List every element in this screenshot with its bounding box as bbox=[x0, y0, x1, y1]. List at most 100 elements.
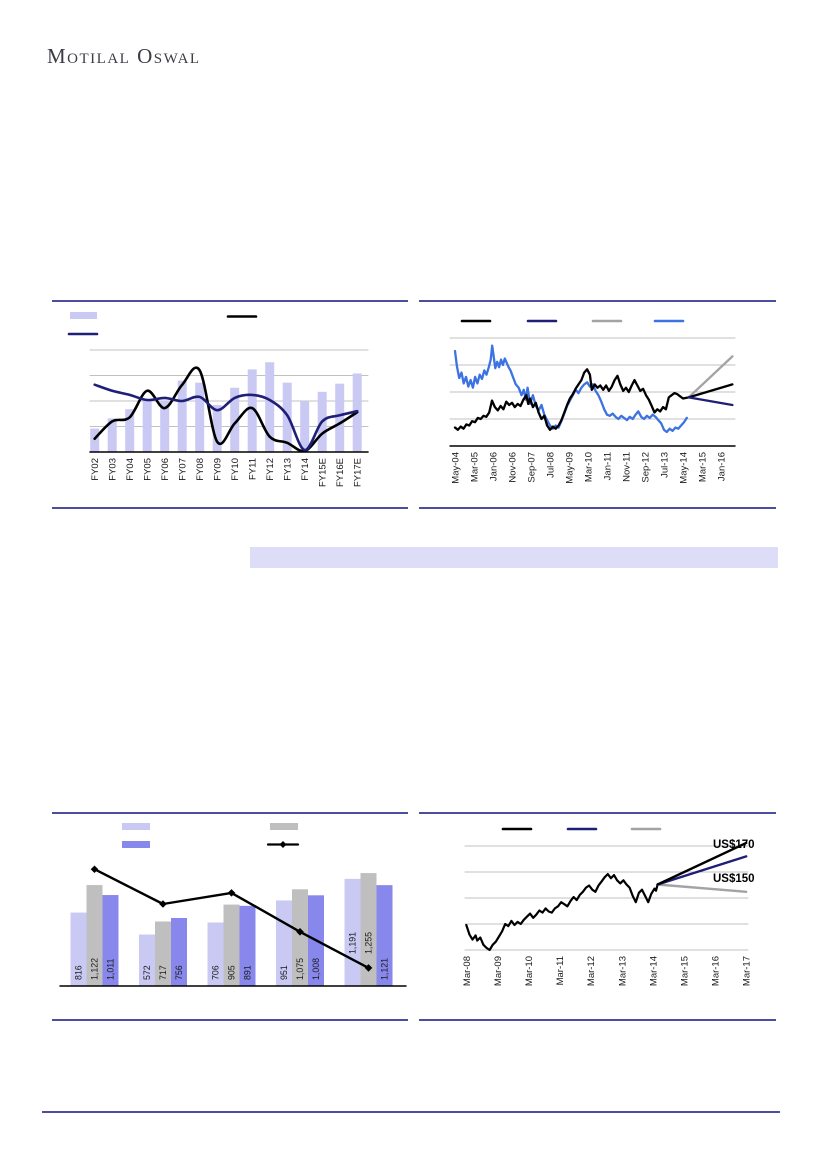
legend-bar-swatch bbox=[70, 312, 97, 319]
bar-value-label: 756 bbox=[174, 965, 184, 980]
x-axis-label: Mar-14 bbox=[648, 956, 659, 986]
black-history bbox=[465, 872, 659, 952]
x-axis-label: FY17E bbox=[353, 458, 364, 487]
bar-value-label: 951 bbox=[279, 965, 289, 980]
x-axis-label: Mar-10 bbox=[584, 452, 595, 482]
bar-value-labels: 816 572 706 951 1,191 1,122 717 905 1,075 1,255 1,… bbox=[74, 932, 390, 980]
x-axis-label: FY07 bbox=[178, 458, 189, 481]
bar-value-label: 905 bbox=[227, 965, 237, 980]
x-axis-label: Sep-07 bbox=[527, 452, 538, 483]
bar-value-label: 1,075 bbox=[295, 958, 305, 980]
x-axis-label: FY15E bbox=[318, 458, 329, 487]
x-axis-label: FY02 bbox=[90, 458, 101, 481]
x-axis-label: FY14 bbox=[300, 458, 311, 481]
x-axis-label: Sep-12 bbox=[641, 452, 652, 483]
x-axis-label: Mar-05 bbox=[470, 452, 481, 482]
diamond-marker bbox=[296, 927, 304, 936]
bar bbox=[155, 921, 171, 986]
bar bbox=[195, 382, 205, 452]
bar bbox=[265, 362, 275, 452]
x-axis-label: FY10 bbox=[230, 458, 241, 481]
bar bbox=[90, 428, 100, 452]
bar bbox=[276, 900, 292, 986]
gray-projection bbox=[687, 355, 734, 399]
brand-logo-text: Motilal Oswal bbox=[47, 44, 201, 68]
blue-history bbox=[453, 344, 688, 434]
brand-logo: Motilal Oswal bbox=[47, 44, 201, 69]
x-axis-label: Mar-09 bbox=[493, 956, 504, 986]
diamond-marker bbox=[90, 865, 99, 874]
chart-bars-with-two-lines: FY02 FY03 FY04 FY05 FY06 FY07 FY08 FY09 FY10 FY11… bbox=[67, 312, 369, 487]
navy-projection bbox=[656, 855, 748, 886]
x-axis-label: FY12 bbox=[265, 458, 276, 481]
x-axis-label: May-14 bbox=[679, 452, 690, 484]
x-axis-label: May-09 bbox=[565, 452, 576, 484]
bar bbox=[160, 401, 170, 452]
legend-diamond-marker bbox=[279, 841, 287, 848]
bar bbox=[239, 905, 256, 986]
x-axis-label: Mar-12 bbox=[586, 956, 597, 986]
bar-value-label: 1,122 bbox=[90, 958, 100, 980]
line-navy bbox=[93, 383, 359, 452]
diamond-marker bbox=[364, 964, 373, 972]
bar bbox=[292, 889, 308, 986]
bar bbox=[344, 878, 361, 986]
x-axis-label: Mar-11 bbox=[555, 956, 566, 985]
x-axis-label: Mar-16 bbox=[711, 956, 722, 986]
x-axis-labels: Mar-08 Mar-09 Mar-10 Mar-11 Mar-12 Mar-13 Mar-… bbox=[462, 956, 753, 986]
bar-value-label: 1,255 bbox=[364, 932, 374, 954]
line-series bbox=[453, 344, 734, 434]
bar bbox=[102, 895, 119, 986]
chart-panel-top-right: May-04 Mar-05 Jan-06 Nov-06 Sep-07 Jul-08 May-… bbox=[419, 300, 776, 509]
black-projection bbox=[656, 841, 748, 886]
bar-value-label: 706 bbox=[211, 965, 221, 980]
bar bbox=[335, 383, 345, 452]
x-axis-label: Jul-08 bbox=[546, 452, 557, 478]
x-axis-label: Nov-11 bbox=[622, 452, 633, 482]
x-axis-label: FY13 bbox=[283, 458, 294, 481]
bar-value-label: 1,011 bbox=[106, 959, 116, 980]
annotations: US$170 US$150 bbox=[713, 839, 755, 885]
footer-rule bbox=[42, 1111, 780, 1113]
x-axis-label: FY09 bbox=[213, 458, 224, 481]
x-axis-label: FY03 bbox=[108, 458, 119, 481]
bar bbox=[177, 380, 187, 452]
legend-bar-swatch-blue bbox=[122, 841, 150, 848]
bar-series bbox=[70, 873, 393, 986]
black-projection bbox=[687, 383, 734, 399]
x-axis-label: Nov-06 bbox=[508, 452, 519, 483]
legend-bar-swatch-gray bbox=[270, 823, 298, 830]
bar bbox=[86, 885, 103, 986]
chart-panel-bottom-right: US$170 US$150 Mar-08 Mar-09 Mar-10 Mar-11 Mar-… bbox=[419, 812, 776, 1021]
target-price-annotation: US$170 bbox=[713, 839, 755, 851]
bar bbox=[142, 399, 152, 452]
target-price-annotation: US$150 bbox=[713, 873, 755, 885]
bar bbox=[247, 369, 257, 452]
line-black bbox=[93, 366, 359, 453]
x-axis-label: Jan-11 bbox=[603, 452, 614, 480]
bar bbox=[207, 922, 224, 986]
x-axis-label: FY16E bbox=[335, 458, 346, 487]
section-highlight-band bbox=[250, 547, 778, 568]
bar bbox=[212, 405, 222, 452]
chart-panel-bottom-left: 816 572 706 951 1,191 1,122 717 905 1,075 1,255 1,… bbox=[52, 812, 408, 1021]
x-axis-labels: May-04 Mar-05 Jan-06 Nov-06 Sep-07 Jul-08 May-… bbox=[451, 452, 728, 484]
x-axis-label: May-04 bbox=[451, 452, 462, 484]
bar bbox=[125, 409, 135, 452]
x-axis-label: FY06 bbox=[160, 458, 171, 481]
legend bbox=[67, 312, 258, 336]
bar-value-label: 572 bbox=[142, 965, 152, 980]
bar bbox=[300, 401, 310, 452]
bar bbox=[376, 885, 393, 986]
legend bbox=[122, 823, 300, 848]
x-axis-label: Mar-10 bbox=[524, 956, 535, 986]
x-axis-label: FY11 bbox=[248, 458, 259, 480]
bar-value-label: 891 bbox=[243, 965, 253, 980]
chart-grouped-bars-with-line: 816 572 706 951 1,191 1,122 717 905 1,075 1,255 1,… bbox=[59, 823, 407, 987]
x-axis-label: FY08 bbox=[195, 458, 206, 481]
bar-value-label: 1,191 bbox=[348, 932, 358, 954]
x-axis-label: Jan-06 bbox=[489, 452, 500, 481]
bar bbox=[223, 904, 240, 986]
